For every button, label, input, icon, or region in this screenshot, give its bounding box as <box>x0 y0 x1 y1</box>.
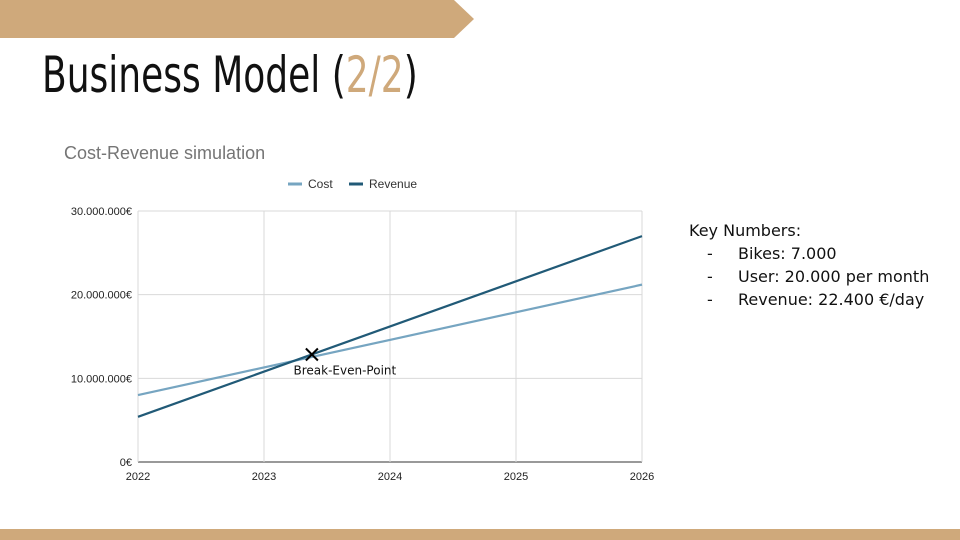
break-even-label: Break-Even-Point <box>294 363 397 377</box>
x-tick-label: 2022 <box>126 471 150 483</box>
key-number-revenue: Revenue: 22.400 €/day <box>689 288 929 311</box>
chart-series <box>137 235 643 418</box>
chart-svg: Cost-Revenue simulation Cost Revenue 0€ 10… <box>64 143 654 483</box>
y-tick-label: 10.000.000€ <box>71 373 132 385</box>
y-tick-label: 30.000.000€ <box>71 206 132 218</box>
key-number-users: User: 20.000 per month <box>689 265 929 288</box>
x-tick-label: 2025 <box>504 471 528 483</box>
title-prefix: Business Model ( <box>42 46 346 104</box>
break-even-annotation: Break-Even-Point <box>294 347 397 377</box>
y-tick-label: 0€ <box>120 457 132 469</box>
x-tick-label: 2023 <box>252 471 276 483</box>
title-highlight: 2/2 <box>345 46 404 104</box>
y-tick-label: 20.000.000€ <box>71 290 132 302</box>
x-tick-label: 2024 <box>378 471 402 483</box>
chart-ticks: 0€ 10.000.000€ 20.000.000€ 30.000.000€ 2022 2… <box>71 206 654 483</box>
break-even-marker <box>305 347 319 362</box>
key-numbers-list: Bikes: 7.000 User: 20.000 per month Reve… <box>689 242 929 311</box>
bottom-bar <box>0 529 960 540</box>
key-number-bikes: Bikes: 7.000 <box>689 242 929 265</box>
top-banner <box>0 0 474 38</box>
x-tick-label: 2026 <box>630 471 654 483</box>
key-numbers-heading: Key Numbers: <box>689 221 802 240</box>
series-line-cost <box>137 283 643 397</box>
chart-grid <box>137 210 643 463</box>
series-line-revenue <box>137 235 643 418</box>
key-numbers: Key Numbers: Bikes: 7.000 User: 20.000 p… <box>689 219 929 311</box>
page-title: Business Model (2/2) <box>42 46 418 104</box>
title-suffix: ) <box>403 46 418 104</box>
legend-label-cost: Cost <box>308 177 333 191</box>
chart-title: Cost-Revenue simulation <box>64 143 265 163</box>
cost-revenue-chart: Cost-Revenue simulation Cost Revenue 0€ 10… <box>0 130 680 490</box>
legend-label-revenue: Revenue <box>369 177 417 191</box>
chart-legend: Cost Revenue <box>288 177 417 191</box>
